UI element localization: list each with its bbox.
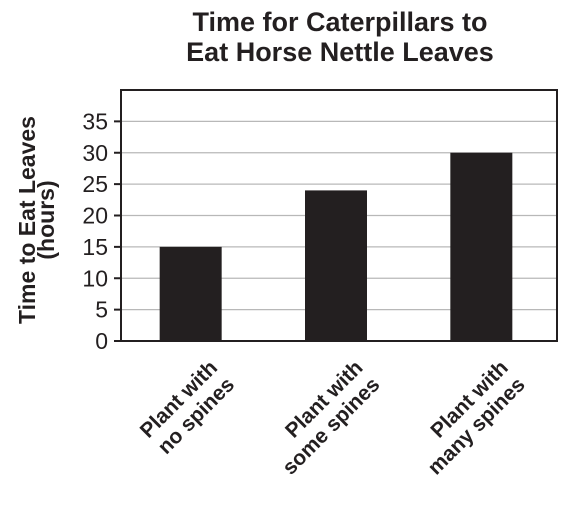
y-tick-label: 10 [82, 265, 108, 291]
bar [305, 190, 367, 341]
bar [450, 152, 513, 341]
chart-title-line-1: Time for Caterpillars to [192, 7, 488, 37]
y-tick-label: 15 [82, 234, 108, 260]
y-tick-label: 20 [82, 203, 108, 229]
y-tick-label: 30 [82, 140, 108, 166]
y-tick-label: 0 [95, 328, 108, 354]
y-tick-label: 25 [82, 171, 108, 197]
bar [159, 246, 222, 341]
y-tick-label: 5 [95, 297, 108, 323]
y-tick-label: 35 [82, 108, 108, 134]
chart-title-line-2: Eat Horse Nettle Leaves [186, 37, 494, 67]
